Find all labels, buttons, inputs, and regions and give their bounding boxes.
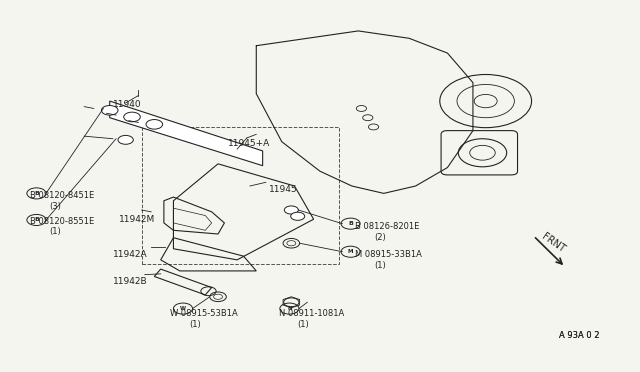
Text: M: M bbox=[348, 249, 353, 254]
Circle shape bbox=[291, 212, 305, 220]
Text: (3): (3) bbox=[49, 202, 61, 211]
Text: B 08120-8551E: B 08120-8551E bbox=[30, 217, 94, 225]
Text: A 93A 0 2: A 93A 0 2 bbox=[559, 331, 600, 340]
Text: 11945: 11945 bbox=[269, 185, 298, 194]
Polygon shape bbox=[109, 101, 262, 166]
Text: B 08126-8201E: B 08126-8201E bbox=[355, 222, 419, 231]
Text: (1): (1) bbox=[49, 227, 61, 235]
Text: (1): (1) bbox=[298, 320, 310, 329]
Text: 11942B: 11942B bbox=[113, 278, 148, 286]
Text: M 08915-33B1A: M 08915-33B1A bbox=[355, 250, 422, 259]
Circle shape bbox=[101, 106, 118, 115]
Text: (1): (1) bbox=[189, 320, 201, 329]
Text: 11940: 11940 bbox=[113, 100, 141, 109]
Text: N: N bbox=[287, 306, 292, 311]
Circle shape bbox=[284, 206, 298, 214]
Text: B: B bbox=[34, 191, 39, 196]
Text: N 08911-1081A: N 08911-1081A bbox=[278, 309, 344, 318]
Text: W: W bbox=[180, 306, 186, 311]
Text: W 08915-53B1A: W 08915-53B1A bbox=[170, 309, 238, 318]
Text: (2): (2) bbox=[374, 233, 386, 242]
Text: 11942A: 11942A bbox=[113, 250, 148, 259]
Text: 11942M: 11942M bbox=[119, 215, 156, 224]
Circle shape bbox=[146, 119, 163, 129]
Text: A 93A 0 2: A 93A 0 2 bbox=[559, 331, 600, 340]
Text: B 08120-8451E: B 08120-8451E bbox=[30, 191, 94, 200]
Circle shape bbox=[118, 135, 133, 144]
Text: B: B bbox=[348, 221, 353, 226]
Bar bbox=[141, 127, 339, 263]
Text: (1): (1) bbox=[374, 261, 386, 270]
Text: B: B bbox=[34, 218, 39, 222]
Circle shape bbox=[124, 112, 140, 122]
Text: FRNT: FRNT bbox=[540, 232, 566, 255]
Text: 11945+A: 11945+A bbox=[228, 139, 270, 148]
